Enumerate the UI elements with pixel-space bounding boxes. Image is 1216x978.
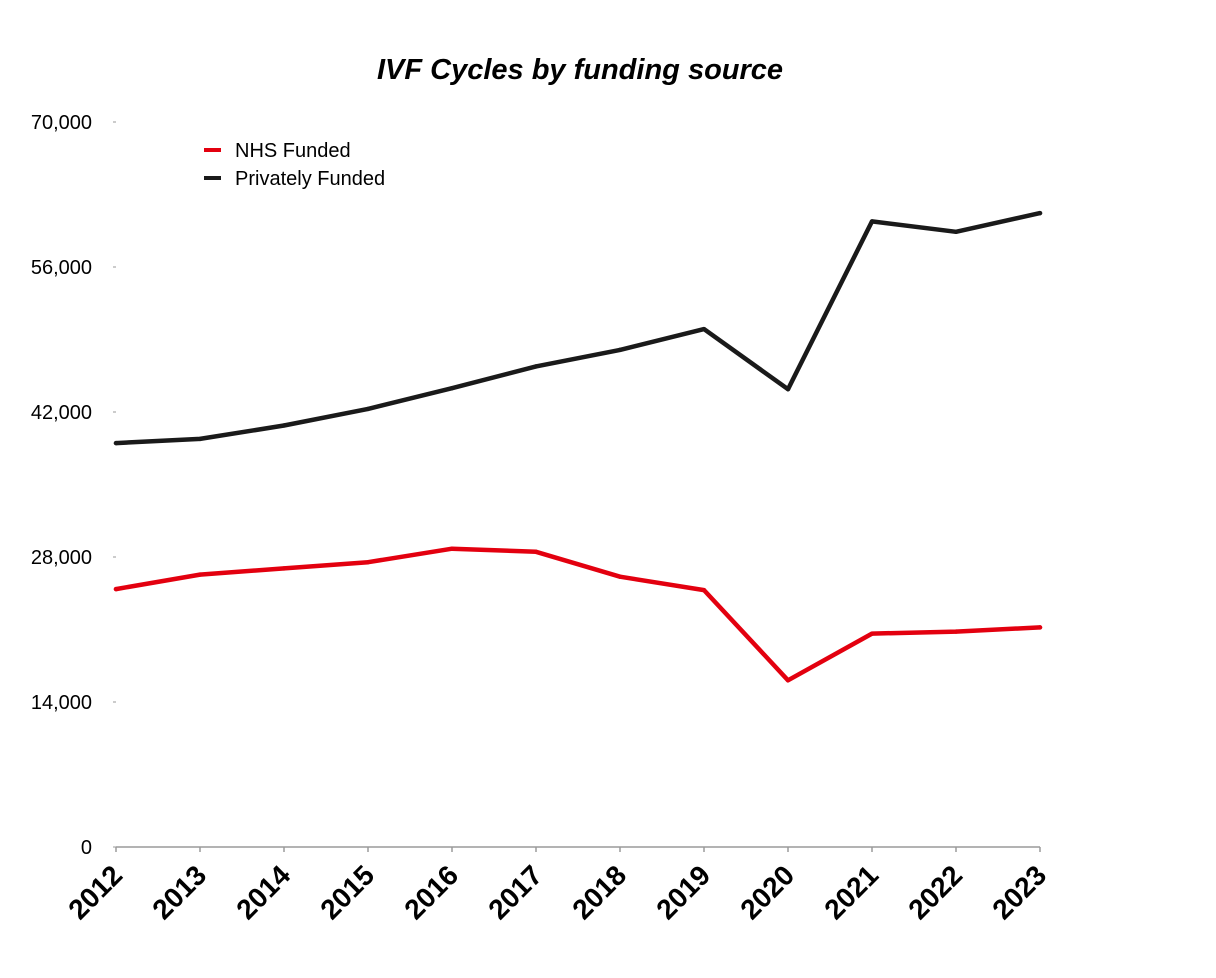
data-point bbox=[785, 387, 791, 392]
x-tick-label: 2020 bbox=[734, 859, 800, 925]
x-tick-label: 2015 bbox=[314, 859, 380, 925]
x-axis: 2012 2013 2014 2015 2016 2017 2018 2019 2020 2021… bbox=[62, 846, 1052, 925]
legend-label: NHS Funded bbox=[235, 140, 351, 162]
legend: NHS Funded Privately Funded bbox=[204, 140, 385, 190]
data-point bbox=[1037, 210, 1043, 216]
data-point bbox=[281, 423, 287, 428]
data-point bbox=[617, 347, 623, 353]
y-tick-label: 28,000 bbox=[31, 547, 92, 569]
y-tick-label: 56,000 bbox=[31, 257, 92, 279]
data-point bbox=[449, 546, 455, 551]
data-point bbox=[365, 406, 371, 412]
data-point bbox=[869, 631, 875, 636]
x-tick-label: 2012 bbox=[62, 859, 128, 925]
data-point bbox=[197, 436, 203, 442]
x-tick-label: 2013 bbox=[146, 859, 212, 925]
data-point bbox=[365, 559, 371, 565]
data-point bbox=[533, 364, 539, 369]
data-point bbox=[281, 566, 287, 571]
legend-label: Privately Funded bbox=[235, 168, 385, 190]
data-point bbox=[617, 574, 623, 579]
y-tick-label: 14,000 bbox=[31, 692, 92, 714]
y-axis: 0 14,000 28,000 42,000 56,000 70,000 bbox=[31, 112, 116, 859]
y-tick-label: 70,000 bbox=[31, 112, 92, 134]
data-point bbox=[953, 229, 959, 234]
data-point bbox=[533, 549, 539, 555]
x-tick-label: 2021 bbox=[818, 859, 884, 925]
series-line-nhs-funded bbox=[113, 546, 1043, 683]
data-point bbox=[449, 385, 455, 391]
chart-title: IVF Cycles by funding source bbox=[377, 54, 783, 86]
x-tick-label: 2023 bbox=[986, 859, 1052, 925]
y-tick-label: 42,000 bbox=[31, 402, 92, 424]
data-point bbox=[953, 629, 959, 634]
x-tick-label: 2018 bbox=[566, 859, 632, 925]
data-point bbox=[1037, 625, 1043, 630]
series-line-privately-funded bbox=[113, 210, 1043, 446]
x-tick-label: 2019 bbox=[650, 859, 716, 925]
data-point bbox=[785, 678, 791, 683]
x-tick-label: 2016 bbox=[398, 859, 464, 925]
x-tick-label: 2014 bbox=[230, 859, 296, 925]
data-point bbox=[869, 219, 875, 224]
series-layer bbox=[113, 210, 1043, 683]
x-tick-label: 2017 bbox=[482, 859, 548, 925]
data-point bbox=[113, 586, 119, 592]
data-point bbox=[113, 440, 119, 446]
data-point bbox=[701, 587, 707, 593]
y-tick-label: 0 bbox=[81, 837, 92, 859]
x-tick-label: 2022 bbox=[902, 859, 968, 925]
data-point bbox=[701, 326, 707, 332]
data-point bbox=[197, 572, 203, 577]
